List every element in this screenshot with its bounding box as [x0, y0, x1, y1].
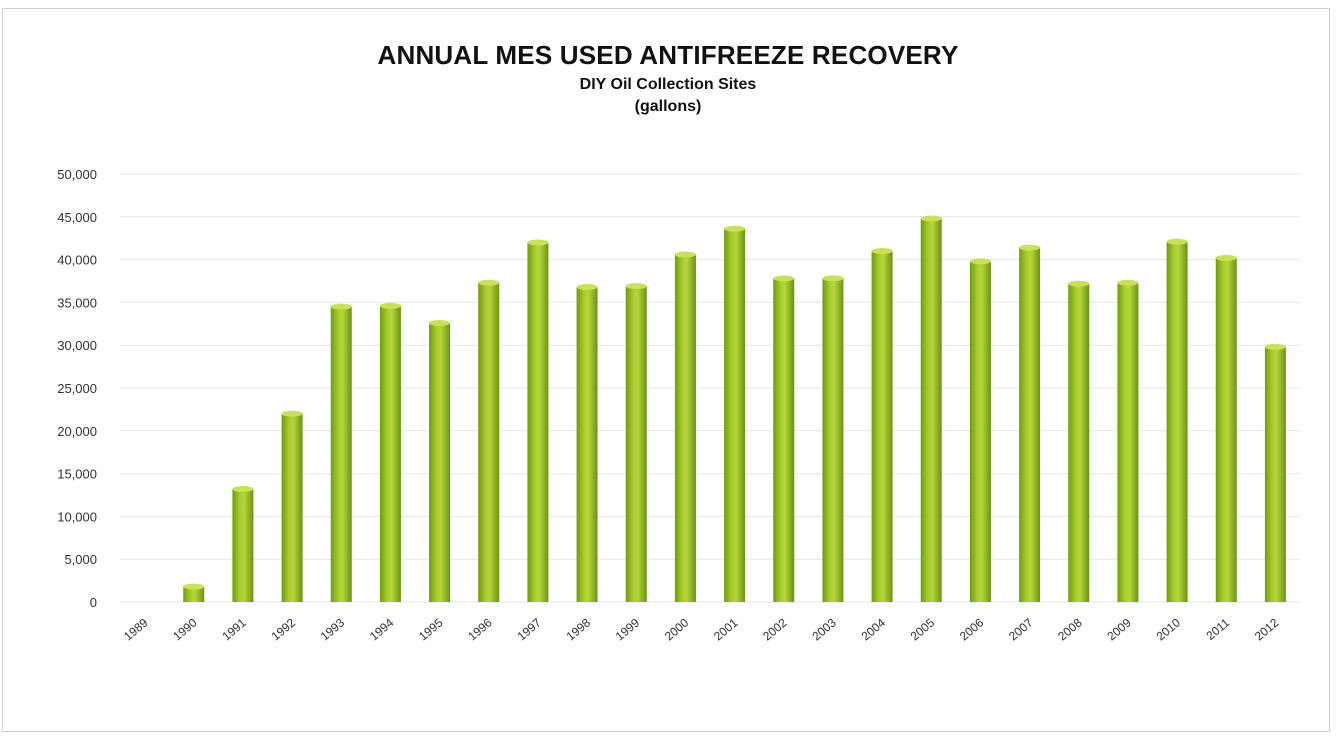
bar-top-2005: [920, 215, 942, 222]
x-tick-label: 2004: [859, 615, 889, 643]
y-tick-label: 20,000: [57, 424, 97, 439]
bar-top-2010: [1166, 238, 1188, 245]
x-tick-label: 2001: [711, 615, 741, 643]
x-tick-label: 1989: [121, 615, 151, 643]
bar-top-2007: [1019, 244, 1041, 251]
bar-top-1999: [625, 283, 647, 290]
y-tick-label: 35,000: [57, 295, 97, 310]
bar-2004: [871, 251, 893, 603]
bar-1999: [625, 286, 647, 602]
chart-title: ANNUAL MES USED ANTIFREEZE RECOVERY: [377, 40, 959, 70]
x-tick-label: 2010: [1154, 615, 1184, 643]
y-tick-label: 45,000: [57, 210, 97, 225]
bar-top-1991: [232, 486, 254, 493]
bar-top-2004: [871, 248, 893, 255]
x-tick-label: 2007: [1006, 615, 1036, 643]
x-tick-label: 2002: [760, 615, 790, 643]
bar-1994: [379, 305, 401, 602]
bar-top-1994: [379, 302, 401, 309]
x-tick-label: 1991: [219, 615, 249, 643]
y-axis: 0 5,000 10,000 15,000 20,000 25,000 30,000 35,0…: [57, 167, 97, 610]
x-tick-label: 1993: [318, 615, 348, 643]
bar-top-1990: [183, 583, 205, 590]
bar-2003: [822, 278, 844, 602]
y-tick-label: 10,000: [57, 509, 97, 524]
bar-1998: [576, 286, 598, 602]
bar-top-1996: [478, 279, 500, 286]
bar-2010: [1166, 241, 1188, 602]
bar-2012: [1264, 346, 1286, 602]
x-tick-label: 1990: [170, 615, 200, 643]
x-axis: 1989 1990 1991 1992 1993 1994 1995 1996 1997 1998…: [121, 615, 1282, 643]
bar-top-1995: [429, 319, 451, 326]
chart-frame: [2, 8, 1330, 732]
x-tick-label: 1994: [367, 615, 397, 643]
bar-1997: [527, 242, 549, 603]
x-tick-label: 2006: [957, 615, 987, 643]
x-tick-label: 1992: [269, 615, 299, 643]
bar-1993: [330, 306, 352, 602]
bar-1990: [183, 586, 205, 602]
x-tick-label: 1997: [514, 615, 544, 643]
bar-top-2011: [1215, 254, 1237, 261]
y-tick-label: 50,000: [57, 167, 97, 182]
x-tick-label: 1999: [613, 615, 643, 643]
x-tick-label: 1995: [416, 615, 446, 643]
bar-top-1998: [576, 283, 598, 290]
x-tick-label: 1998: [564, 615, 594, 643]
bar-2002: [773, 278, 795, 602]
bar-1992: [281, 413, 303, 602]
x-tick-label: 2009: [1104, 615, 1134, 643]
bar-2005: [920, 218, 942, 602]
y-tick-label: 40,000: [57, 253, 97, 268]
bar-top-2002: [773, 275, 795, 282]
bar-top-2008: [1068, 280, 1090, 287]
x-tick-label: 2012: [1252, 615, 1282, 643]
y-tick-label: 0: [90, 595, 97, 610]
y-tick-label: 15,000: [57, 467, 97, 482]
bar-top-1997: [527, 239, 549, 246]
gridlines: [120, 173, 1300, 603]
bar-2000: [674, 254, 696, 603]
bar-top-2012: [1264, 343, 1286, 350]
bar-top-2009: [1117, 279, 1139, 286]
x-tick-label: 2008: [1055, 615, 1085, 643]
bar-top-1992: [281, 410, 303, 417]
bar-top-2006: [969, 258, 991, 265]
bar-top-1993: [330, 303, 352, 310]
y-tick-label: 25,000: [57, 381, 97, 396]
bar-1995: [429, 322, 451, 602]
y-tick-label: 30,000: [57, 338, 97, 353]
bar-top-2003: [822, 275, 844, 282]
y-tick-label: 5,000: [64, 552, 97, 567]
bars: [183, 215, 1286, 603]
bar-2011: [1215, 257, 1237, 602]
bar-2006: [969, 261, 991, 602]
chart-units: (gallons): [634, 98, 702, 115]
bar-2009: [1117, 282, 1139, 602]
bar-1991: [232, 489, 254, 602]
bar-2001: [724, 228, 746, 602]
x-tick-label: 2005: [908, 615, 938, 643]
bar-top-2001: [724, 225, 746, 232]
x-tick-label: 2000: [662, 615, 692, 643]
bar-1996: [478, 282, 500, 602]
chart-subtitle: DIY Oil Collection Sites: [579, 76, 757, 93]
bar-2007: [1019, 247, 1041, 602]
x-tick-label: 2011: [1203, 615, 1232, 643]
bar-top-2000: [674, 251, 696, 258]
x-tick-label: 2003: [809, 615, 839, 643]
bar-2008: [1068, 283, 1090, 602]
x-tick-label: 1996: [465, 615, 495, 643]
